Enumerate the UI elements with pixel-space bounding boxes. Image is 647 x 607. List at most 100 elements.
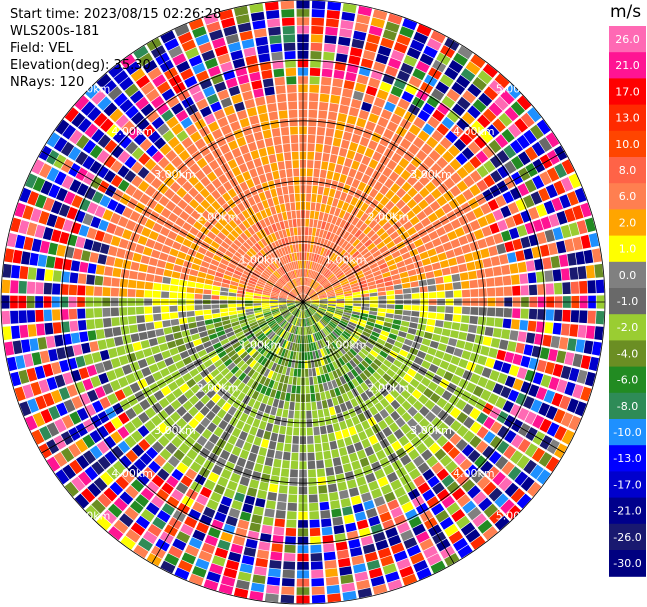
range-gate [270, 334, 278, 342]
range-gate [289, 401, 295, 411]
range-gate [524, 443, 538, 458]
range-gate [319, 297, 328, 300]
range-gate [319, 304, 328, 307]
range-gate [288, 410, 294, 419]
range-gate [379, 363, 389, 373]
range-gate [330, 94, 341, 104]
range-gate [568, 222, 580, 237]
range-gate [242, 375, 251, 385]
range-gate [497, 219, 508, 232]
range-gate [390, 194, 401, 205]
range-gate [371, 105, 383, 116]
range-gate [291, 385, 297, 394]
range-gate [462, 189, 474, 201]
range-gate [318, 291, 326, 296]
range-gate [304, 260, 307, 269]
range-gate [523, 129, 537, 145]
range-gate [469, 315, 478, 325]
range-gate [382, 167, 393, 178]
range-gate [419, 175, 430, 186]
range-gate [223, 523, 236, 535]
range-gate [301, 302, 303, 310]
range-gate [356, 74, 369, 85]
range-gate [308, 118, 317, 127]
range-gate [356, 449, 367, 460]
range-gate [270, 475, 280, 485]
range-gate [409, 248, 419, 257]
range-gate [362, 543, 376, 554]
range-gate [206, 571, 221, 583]
range-gate [382, 326, 391, 333]
range-gate [436, 488, 450, 502]
range-gate [305, 269, 308, 277]
range-gate [358, 337, 367, 345]
range-gate [362, 266, 371, 273]
range-gate [363, 270, 373, 277]
range-gate [354, 366, 363, 375]
range-gate [329, 343, 336, 352]
range-gate [316, 127, 326, 136]
range-gate [264, 593, 279, 603]
range-gate [524, 369, 536, 382]
range-gate [337, 324, 346, 330]
range-gate [477, 216, 489, 228]
range-gate [495, 195, 507, 208]
range-gate [322, 365, 328, 374]
range-gate [364, 399, 374, 409]
range-gate [151, 495, 165, 509]
range-gate [528, 206, 540, 220]
range-gate [441, 95, 455, 109]
range-gate [501, 264, 511, 275]
range-gate [303, 294, 306, 302]
range-gate [142, 466, 156, 480]
range-gate [384, 342, 394, 350]
range-gate [458, 235, 469, 246]
range-gate [366, 229, 376, 239]
range-gate [421, 338, 431, 347]
range-gate [504, 430, 517, 444]
range-gate [400, 169, 411, 181]
range-gate [303, 299, 311, 302]
range-gate [294, 343, 298, 352]
range-gate [570, 310, 580, 323]
range-gate [576, 220, 588, 235]
range-gate [443, 321, 452, 329]
range-gate [310, 295, 318, 299]
range-gate [490, 256, 501, 266]
range-gate [464, 252, 474, 263]
range-gate [442, 441, 455, 454]
range-gate [385, 571, 400, 583]
range-gate [265, 500, 276, 510]
range-gate [214, 547, 229, 559]
range-gate [386, 304, 395, 309]
range-gate [351, 460, 361, 471]
range-gate [495, 134, 509, 148]
range-gate [310, 295, 319, 300]
range-gate [337, 113, 348, 123]
range-gate [501, 128, 515, 143]
range-gate [403, 338, 413, 347]
range-gate [380, 37, 395, 49]
range-gate [539, 171, 552, 186]
range-gate [270, 406, 278, 416]
range-gate [309, 307, 316, 313]
range-gate [336, 155, 346, 166]
range-gate [281, 348, 286, 357]
range-gate [390, 113, 402, 125]
range-gate [446, 88, 461, 102]
range-gate [191, 442, 203, 454]
range-gate [272, 398, 280, 408]
range-gate [443, 177, 456, 189]
range-gate [323, 327, 330, 335]
range-gate [308, 252, 312, 261]
range-gate [311, 302, 320, 304]
range-gate [495, 456, 509, 470]
range-gate [261, 336, 269, 344]
range-gate [374, 381, 384, 391]
range-gate [539, 347, 550, 360]
range-gate [298, 352, 302, 361]
range-gate [335, 377, 343, 387]
range-gate [431, 462, 444, 474]
range-gate [242, 354, 251, 363]
range-gate [315, 451, 324, 461]
